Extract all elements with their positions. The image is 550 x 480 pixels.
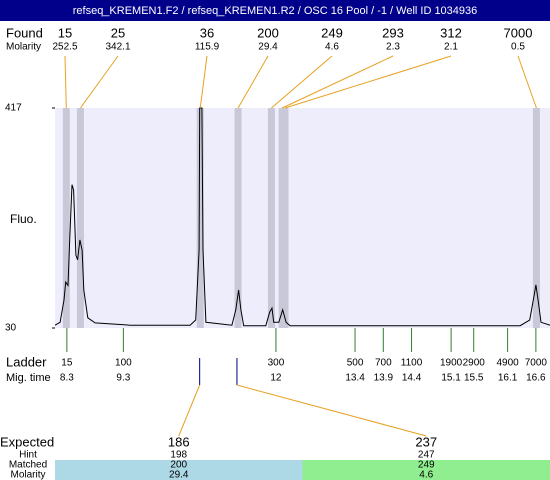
expected-connector: [236, 384, 427, 437]
molarity-label: Molarity: [6, 42, 41, 53]
peak-band: [281, 108, 289, 328]
found-molarity: 4.6: [325, 42, 339, 53]
molarity: 4.6: [419, 470, 433, 480]
found-label: Found: [6, 25, 43, 40]
peak-band: [76, 108, 84, 328]
ladder-size: 500: [347, 358, 364, 369]
ladder-size: 1100: [401, 358, 423, 369]
peak-band: [234, 108, 242, 328]
ladder-size: 7000: [525, 358, 548, 369]
matched: 249: [418, 460, 435, 471]
trace: [54, 107, 550, 327]
found-connector: [271, 55, 333, 109]
found-connector: [64, 55, 67, 109]
expected-size: 237: [415, 434, 437, 449]
found-molarity: 0.5: [511, 42, 525, 53]
row-label: Matched: [9, 460, 47, 471]
plot-area: [55, 108, 550, 328]
expected-connector: [178, 384, 201, 437]
header-bar: [0, 0, 550, 21]
mig-time: 12: [270, 373, 282, 384]
mig-time: 15.1: [441, 373, 461, 384]
ladder-size: 700: [375, 358, 392, 369]
mig-time: 15.5: [464, 373, 484, 384]
hint: 198: [170, 450, 187, 461]
found-size: 15: [58, 25, 72, 40]
matched: 200: [170, 460, 187, 471]
mig-time: 13.4: [345, 373, 365, 384]
y-tick-label: 417: [5, 103, 22, 114]
row-label: Hint: [19, 450, 37, 461]
found-connector: [199, 55, 208, 109]
found-connector: [237, 55, 269, 109]
found-molarity: 2.3: [386, 42, 400, 53]
found-molarity: 252.5: [52, 42, 77, 53]
molarity: 29.4: [169, 470, 189, 480]
ladder-size: 4900: [496, 358, 519, 369]
matched-cell: [55, 460, 303, 480]
expected-size: 186: [168, 434, 190, 449]
hint: 247: [418, 450, 435, 461]
found-size: 293: [382, 25, 404, 40]
found-molarity: 29.4: [258, 42, 278, 53]
matched-cell: [302, 460, 550, 480]
ladder-size: 100: [115, 358, 132, 369]
row-label: Molarity: [10, 470, 45, 480]
mig-time: 9.3: [116, 373, 130, 384]
found-molarity: 342.1: [105, 42, 130, 53]
found-size: 36: [200, 25, 214, 40]
ladder-size: 15: [61, 358, 73, 369]
mig-time-label: Mig. time: [6, 372, 51, 384]
ladder-size: 2900: [463, 358, 486, 369]
ladder-size: 300: [268, 358, 285, 369]
y-axis-label: Fluo.: [10, 212, 37, 226]
ladder-size: 1900: [440, 358, 463, 369]
found-size: 7000: [504, 25, 533, 40]
mig-time: 16.6: [526, 373, 546, 384]
found-connector: [284, 55, 452, 109]
found-size: 200: [257, 25, 279, 40]
found-connector: [281, 55, 394, 109]
ladder-label: Ladder: [6, 354, 47, 369]
peak-band: [62, 108, 70, 328]
mig-time: 13.9: [374, 373, 394, 384]
found-size: 25: [111, 25, 125, 40]
peak-band: [267, 108, 275, 328]
found-connector: [80, 55, 119, 109]
mig-time: 8.3: [60, 373, 74, 384]
found-molarity: 2.1: [444, 42, 458, 53]
peak-band: [196, 108, 204, 328]
y-tick-label: 30: [5, 323, 17, 334]
mig-time: 16.1: [498, 373, 518, 384]
found-size: 312: [440, 25, 462, 40]
mig-time: 14.4: [402, 373, 422, 384]
found-molarity: 115.9: [195, 42, 220, 53]
expected-label: Expected: [0, 434, 54, 449]
found-connector: [517, 55, 537, 109]
header-title: refseq_KREMEN1.F2 / refseq_KREMEN1.R2 / …: [73, 5, 478, 17]
found-size: 249: [321, 25, 343, 40]
peak-band: [532, 108, 540, 328]
